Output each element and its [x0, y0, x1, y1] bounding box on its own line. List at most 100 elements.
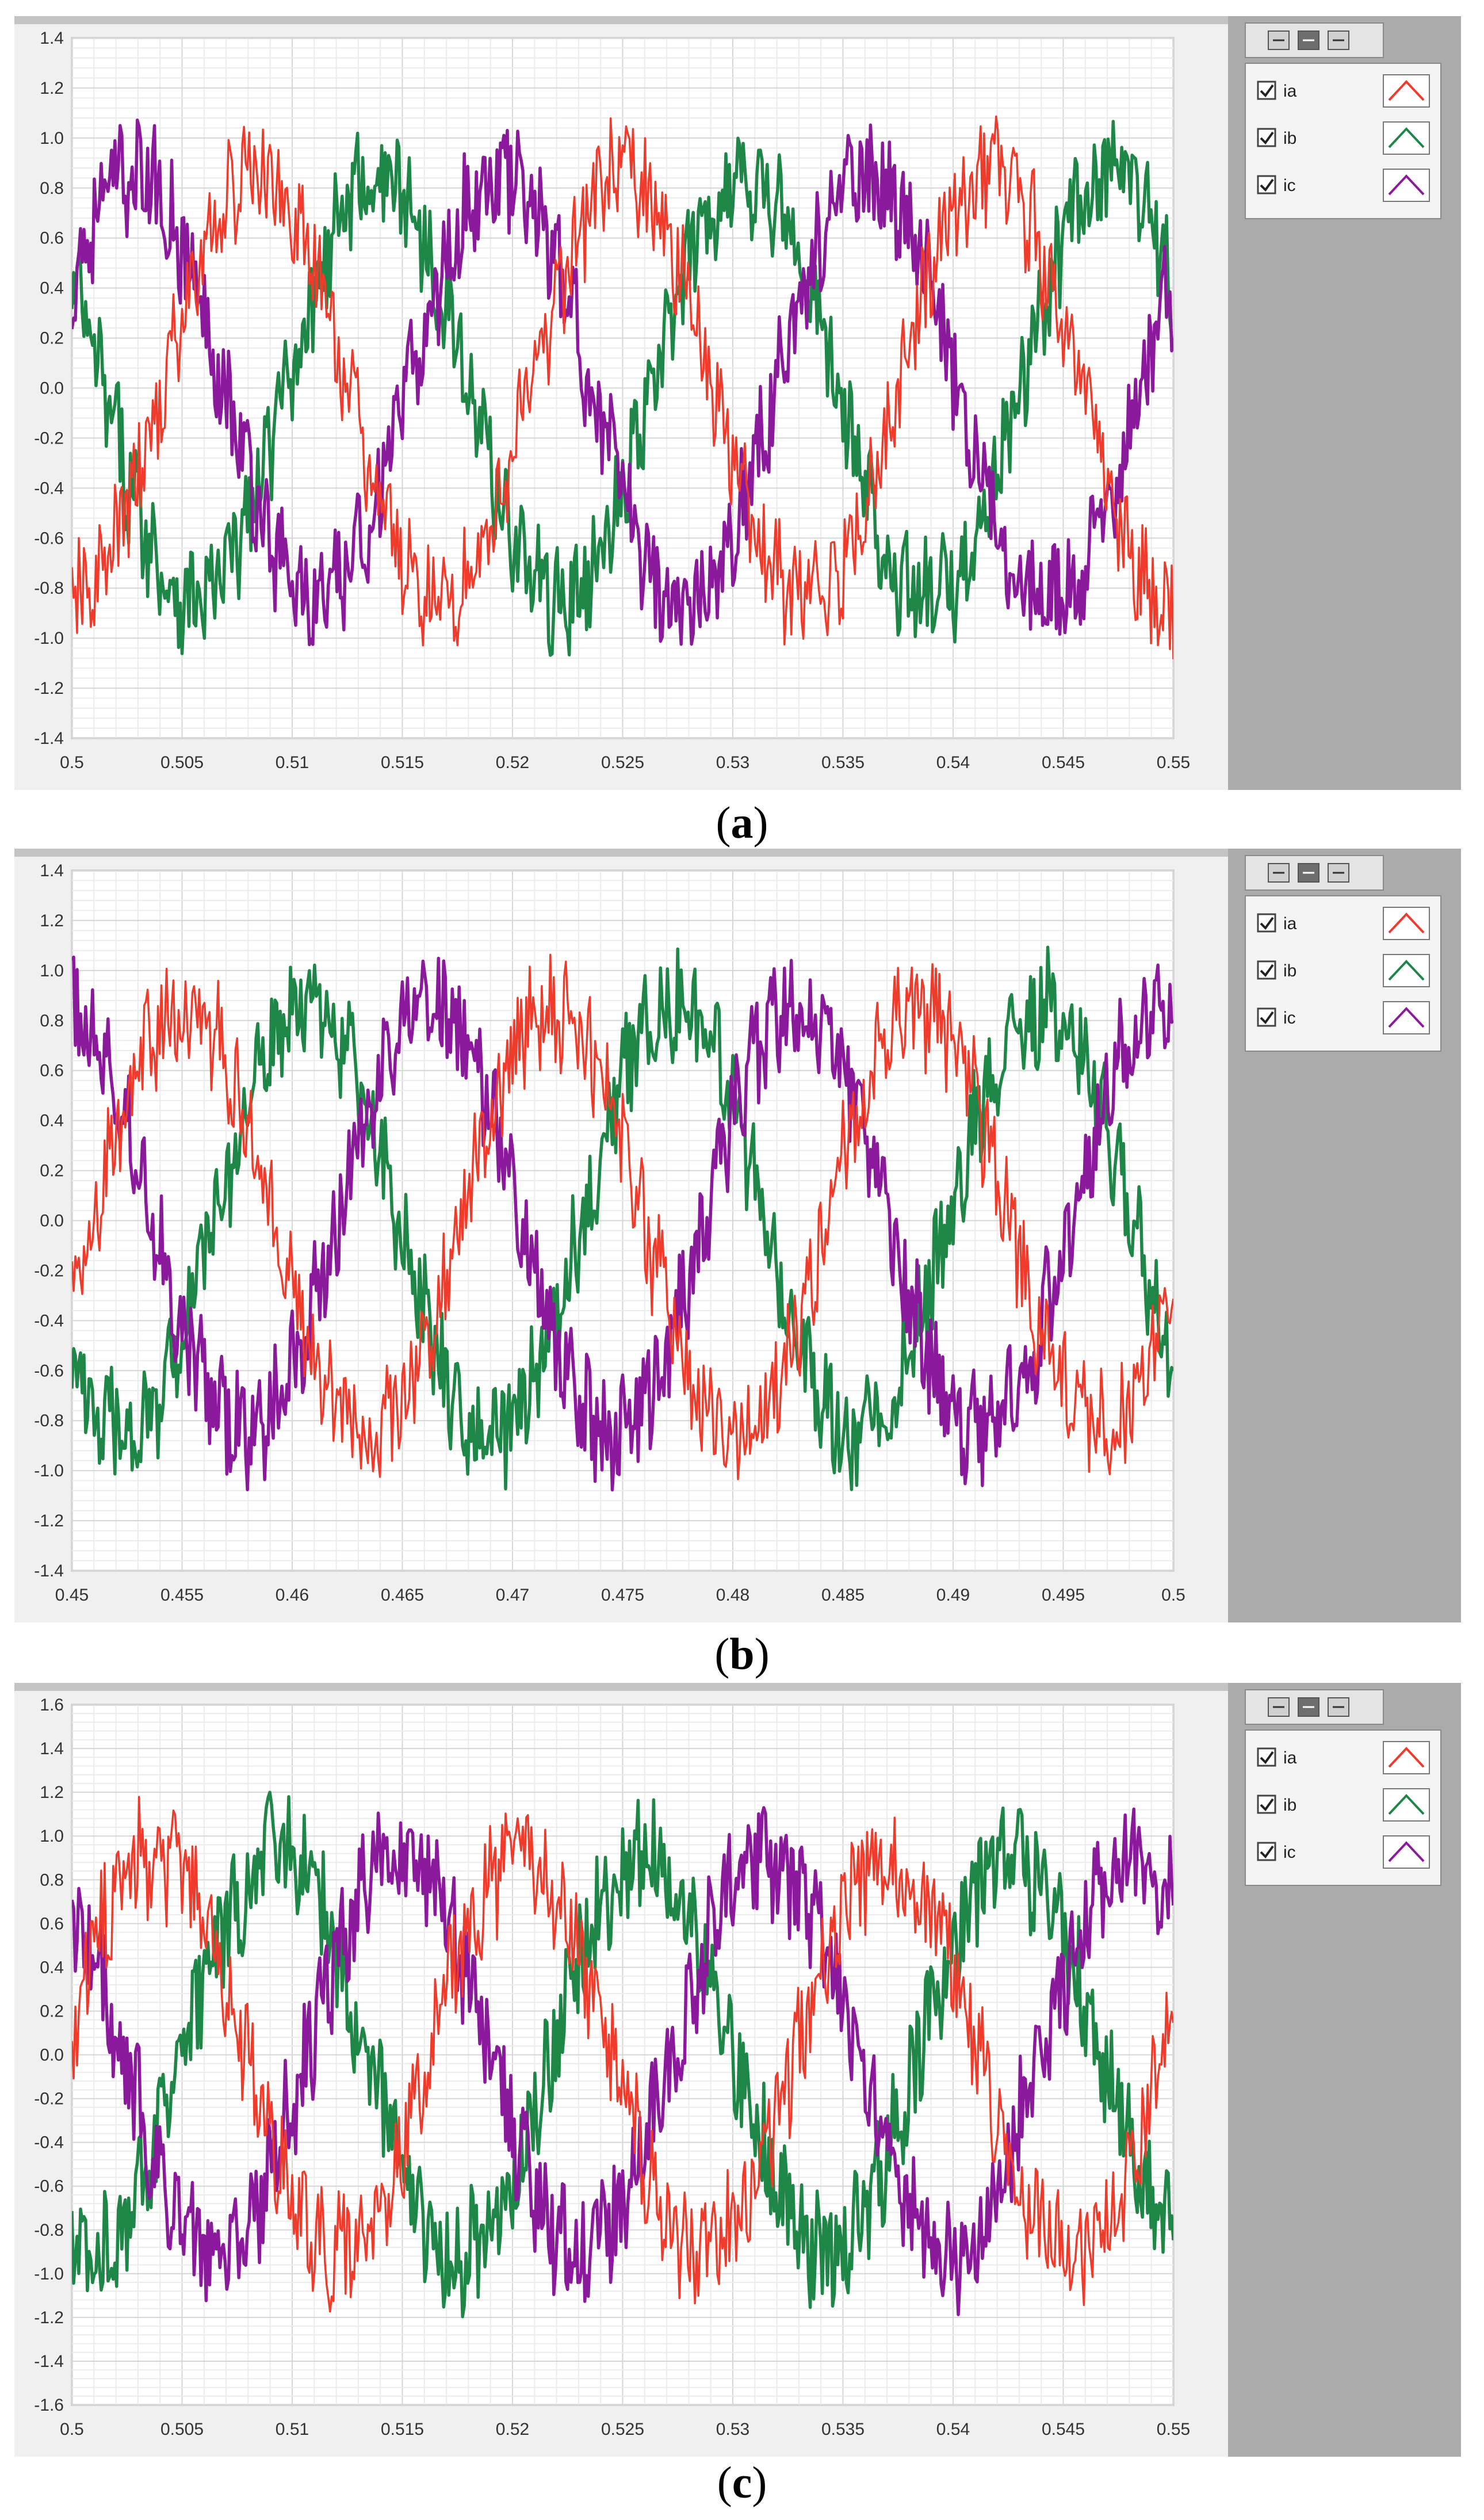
legend-checkbox: [1257, 81, 1276, 100]
legend-item-ia: ia: [1257, 1741, 1430, 1774]
series-line-ic: [72, 955, 1173, 1492]
legend-item-ia: ia: [1257, 74, 1430, 108]
y-tick-label: 0.8: [40, 1011, 64, 1030]
legend-swatch: [1383, 74, 1430, 108]
y-tick-label: -0.8: [34, 579, 64, 598]
x-tick-label: 0.505: [160, 2420, 204, 2439]
pan-tool-icon: [1328, 1697, 1349, 1717]
y-tick-label: 1.4: [40, 861, 64, 880]
legend-label: ic: [1283, 176, 1296, 195]
cursor-tool-icon: [1268, 30, 1290, 50]
x-tick-label: 0.53: [716, 2420, 749, 2439]
x-tick-label: 0.51: [276, 753, 309, 772]
y-tick-label: -1.0: [34, 2265, 64, 2284]
legend-item-ib: ib: [1257, 1788, 1430, 1822]
y-tick-label: 0.4: [40, 279, 64, 298]
legend-checkbox: [1257, 175, 1276, 194]
legend-item-ic: ic: [1257, 1835, 1430, 1869]
legend-checkbox: [1257, 1794, 1276, 1814]
zoom-tool-icon: [1298, 30, 1319, 50]
legend-label: ic: [1283, 1009, 1296, 1028]
chart-b: 0.45 0.455 0.46 0.465 0.47 0.475 0.48 0.485 0.49…: [14, 849, 1461, 1622]
y-tick-label: -0.8: [34, 2221, 64, 2240]
chart-panel-c: 0.5 0.505 0.51 0.515 0.52 0.525 0.53 0.535 0.54 0…: [14, 1683, 1461, 2457]
legend-checkbox: [1257, 960, 1276, 980]
x-tick-label: 0.535: [821, 753, 865, 772]
y-tick-label: 1.6: [40, 1696, 64, 1715]
x-tick-label: 0.51: [276, 2420, 309, 2439]
x-tick-label: 0.48: [716, 1586, 749, 1605]
series-line-ia: [72, 115, 1173, 659]
legend-item-ic: ic: [1257, 1001, 1430, 1034]
x-tick-label: 0.525: [601, 2420, 644, 2439]
y-tick-label: 0.0: [40, 2046, 64, 2065]
y-tick-label: 1.0: [40, 1827, 64, 1846]
legend-label: ib: [1283, 961, 1296, 980]
legend-swatch-line-ib: [1388, 1794, 1425, 1815]
checkmark-icon: [1260, 1845, 1274, 1859]
x-tick-label: 0.485: [821, 1586, 865, 1605]
caption-b: (b): [0, 1628, 1484, 1680]
x-tick-label: 0.465: [381, 1586, 424, 1605]
legend-item-ic: ic: [1257, 169, 1430, 202]
x-tick-label: 0.45: [55, 1586, 89, 1605]
legend-swatch: [1383, 1788, 1430, 1822]
y-tick-label: -1.2: [34, 679, 64, 698]
legend-swatch: [1383, 954, 1430, 987]
caption-c: (c): [0, 2457, 1484, 2508]
y-tick-label: 1.4: [40, 1739, 64, 1758]
x-tick-label: 0.53: [716, 753, 749, 772]
y-tick-label: 0.0: [40, 379, 64, 398]
caption-a-open: (: [716, 797, 731, 847]
y-tick-label: -1.2: [34, 2308, 64, 2327]
x-tick-label: 0.55: [1157, 753, 1190, 772]
y-tick-label: -0.8: [34, 1411, 64, 1430]
x-tick-label: 0.455: [160, 1586, 204, 1605]
legend-label: ib: [1283, 129, 1296, 148]
y-tick-label: 0.4: [40, 1958, 64, 1977]
y-tick-label: 0.8: [40, 1870, 64, 1889]
chart-c: 0.5 0.505 0.51 0.515 0.52 0.525 0.53 0.535 0.54 0…: [14, 1683, 1461, 2457]
caption-b-label: b: [729, 1629, 755, 1679]
y-tick-label: 1.2: [40, 1783, 64, 1802]
legend-swatch-line-ib: [1388, 127, 1425, 148]
y-tick-label: 0.0: [40, 1212, 64, 1231]
x-tick-label: 0.545: [1042, 753, 1085, 772]
y-tick-label: 1.4: [40, 29, 64, 48]
legend-swatch: [1383, 121, 1430, 155]
y-tick-label: 1.2: [40, 79, 64, 98]
legend-label: ia: [1283, 82, 1297, 101]
checkmark-icon: [1260, 1011, 1274, 1025]
legend-swatch: [1383, 169, 1430, 202]
y-tick-label: -0.4: [34, 2133, 64, 2152]
x-tick-label: 0.545: [1042, 2420, 1085, 2439]
legend-swatch-line-ia: [1388, 912, 1425, 934]
checkmark-icon: [1260, 178, 1274, 192]
legend-swatch-line-ic: [1388, 174, 1425, 196]
caption-a: (a): [0, 797, 1484, 849]
y-tick-label: -1.0: [34, 1461, 64, 1480]
caption-c-close: ): [752, 2457, 767, 2507]
grid: [71, 1704, 1174, 2406]
y-tick-label: 0.6: [40, 1914, 64, 1933]
checkmark-icon: [1260, 964, 1274, 978]
cursor-tool-icon: [1268, 863, 1290, 883]
y-tick-label: -0.2: [34, 2090, 64, 2109]
y-tick-label: -1.4: [34, 729, 64, 748]
checkmark-icon: [1260, 1751, 1274, 1765]
legend-swatch-line-ia: [1388, 80, 1425, 101]
series-line-ib: [72, 945, 1173, 1491]
window-top-bar: [14, 16, 1461, 24]
x-tick-label: 0.54: [936, 2420, 970, 2439]
legend-checkbox: [1257, 128, 1276, 147]
y-tick-label: -1.6: [34, 2396, 64, 2415]
checkmark-icon: [1260, 131, 1274, 145]
x-tick-label: 0.535: [821, 2420, 865, 2439]
y-tick-label: -0.6: [34, 529, 64, 548]
legend: ia ib ic: [1245, 22, 1441, 219]
window-top-bar: [14, 1683, 1461, 1691]
legend-item-ib: ib: [1257, 121, 1430, 155]
x-tick-label: 0.49: [936, 1586, 970, 1605]
legend-item-ia: ia: [1257, 907, 1430, 940]
checkmark-icon: [1260, 1798, 1274, 1812]
